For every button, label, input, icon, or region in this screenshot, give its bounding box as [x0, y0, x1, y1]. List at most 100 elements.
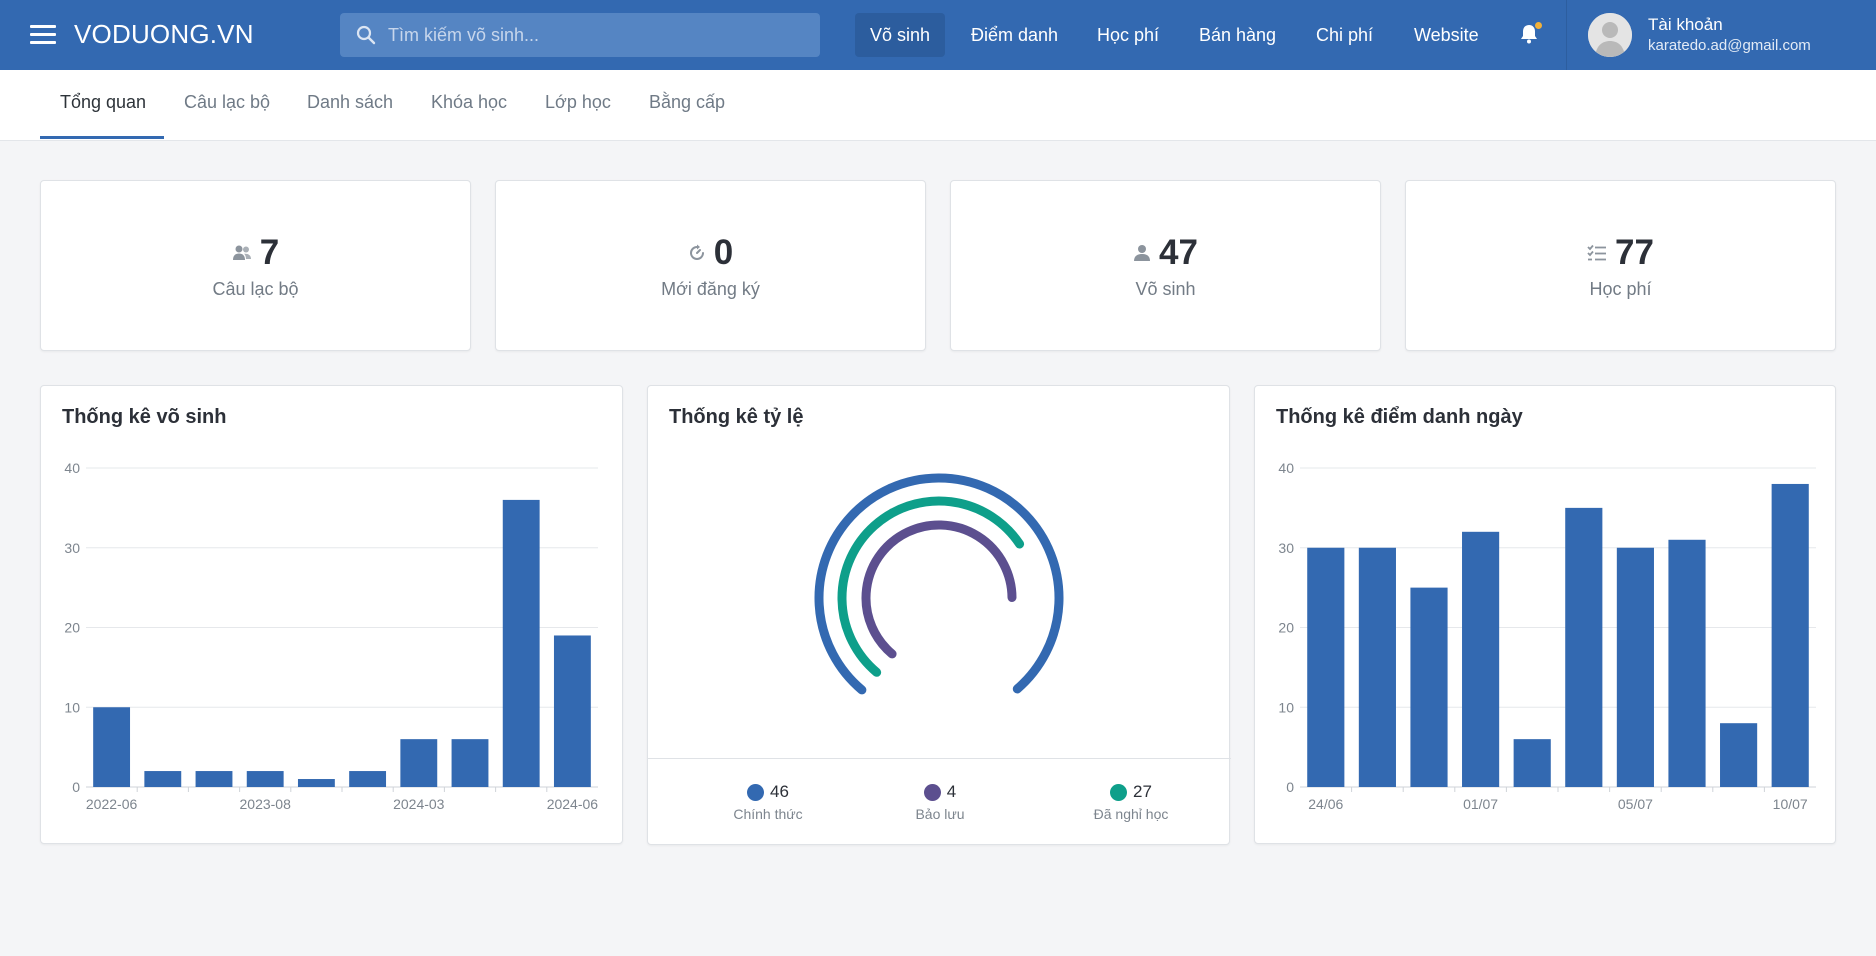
x-tick-label: 05/07 — [1618, 796, 1653, 812]
top-navbar: VODUONG.VN Võ sinh Điểm danh Học phí Bán… — [0, 0, 1876, 70]
bar[interactable] — [1513, 739, 1551, 787]
y-tick-label: 0 — [1286, 779, 1294, 795]
bar[interactable] — [144, 771, 182, 787]
avatar[interactable] — [1588, 13, 1632, 57]
stat-value: 47 — [1159, 233, 1198, 272]
bar[interactable] — [1720, 723, 1758, 787]
bar[interactable] — [297, 779, 335, 787]
nav-item-chi-phi[interactable]: Chi phí — [1316, 25, 1374, 45]
stat-label: Võ sinh — [1135, 279, 1196, 299]
radial-bar[interactable] — [861, 520, 1017, 659]
legend-dot — [1110, 783, 1128, 801]
bar[interactable] — [1410, 587, 1448, 787]
nav-item-hoc-phi[interactable]: Học phí — [1097, 25, 1160, 45]
chart-title: Thống kê tỷ lệ — [669, 406, 804, 428]
stat-card-vo-sinh[interactable]: 47 Võ sinh — [950, 180, 1381, 351]
bar[interactable] — [553, 635, 591, 787]
y-tick-label: 10 — [1278, 699, 1294, 715]
legend-item-da-nghi-hoc[interactable]: 27 Đã nghỉ học — [1051, 782, 1211, 822]
x-tick-label: 2024-03 — [393, 796, 445, 812]
active-tab-indicator — [40, 136, 164, 139]
radial-bar[interactable] — [814, 473, 1064, 695]
y-tick-label: 20 — [1278, 620, 1294, 636]
tab-khoa-hoc[interactable]: Khóa học — [431, 92, 508, 112]
tab-danh-sach[interactable]: Danh sách — [307, 92, 394, 112]
legend-label: Chính thức — [733, 806, 803, 822]
stat-card-moi-dang-ky[interactable]: 0 Mới đăng ký — [495, 180, 926, 351]
bar[interactable] — [349, 771, 387, 787]
sub-tabs: Tổng quan Câu lạc bộ Danh sách Khóa học … — [0, 70, 1876, 141]
chart-card-thong-ke-vo-sinh: Thống kê võ sinh 0 10 20 30 40 2022-06 2023-08… — [40, 385, 623, 844]
legend-item-chinh-thuc[interactable]: 46 Chính thức — [698, 782, 838, 822]
nav-item-diem-danh[interactable]: Điểm danh — [971, 25, 1059, 45]
legend-label: Bảo lưu — [915, 806, 965, 822]
notification-badge — [1535, 22, 1542, 29]
tab-lop-hoc[interactable]: Lớp học — [545, 92, 611, 112]
y-tick-label: 20 — [64, 620, 80, 636]
legend-dot — [923, 783, 941, 801]
search-input[interactable] — [388, 13, 808, 57]
stat-card-hoc-phi[interactable]: 77 Học phí — [1405, 180, 1836, 351]
tab-bang-cap[interactable]: Bằng cấp — [649, 92, 726, 112]
tab-cau-lac-bo[interactable]: Câu lạc bộ — [184, 92, 271, 112]
stat-label: Câu lạc bộ — [212, 279, 299, 299]
bar[interactable] — [93, 707, 131, 787]
bar[interactable] — [1668, 539, 1706, 787]
search-box[interactable] — [340, 13, 820, 57]
nav-item-ban-hang[interactable]: Bán hàng — [1199, 25, 1277, 45]
legend-value: 46 — [770, 782, 789, 801]
legend-value: 27 — [1133, 782, 1152, 801]
bar[interactable] — [246, 771, 284, 787]
refresh-icon — [689, 244, 704, 260]
account-email: karatedo.ad@gmail.com — [1648, 37, 1811, 54]
radial-bar-chart — [814, 473, 1064, 695]
stat-value: 77 — [1615, 233, 1654, 272]
y-tick-label: 30 — [64, 540, 80, 556]
search-icon — [356, 25, 376, 45]
users-icon — [232, 245, 251, 260]
nav-item-vo-sinh[interactable]: Võ sinh — [855, 13, 946, 57]
stat-value: 7 — [259, 233, 280, 272]
stat-card-cau-lac-bo[interactable]: 7 Câu lạc bộ — [40, 180, 471, 351]
tab-tong-quan[interactable]: Tổng quan — [60, 92, 147, 112]
radial-bar[interactable] — [837, 496, 1025, 677]
bar[interactable] — [1565, 507, 1603, 787]
bar[interactable] — [1771, 483, 1809, 787]
legend-item-bao-luu[interactable]: 4 Bảo lưu — [870, 782, 1010, 822]
account-name[interactable]: Tài khoản — [1648, 15, 1723, 34]
bar[interactable] — [400, 739, 438, 787]
bar[interactable] — [1307, 547, 1345, 787]
nav-item-website[interactable]: Website — [1414, 25, 1479, 45]
bar[interactable] — [1358, 547, 1396, 787]
x-tick-label: 10/07 — [1773, 796, 1808, 812]
legend-label: Đã nghỉ học — [1093, 806, 1169, 822]
bar[interactable] — [195, 771, 233, 787]
y-tick-label: 40 — [64, 460, 80, 476]
bar-chart-vo-sinh: 0 10 20 30 40 2022-06 2023-08 2024-03 2024-06 — [64, 460, 598, 812]
legend-value: 4 — [946, 782, 957, 801]
chart-card-thong-ke-diem-danh: Thống kê điểm danh ngày 0 10 20 30 40 24/06 01… — [1254, 385, 1836, 844]
stat-label: Mới đăng ký — [661, 279, 760, 299]
chart-title: Thống kê võ sinh — [62, 406, 227, 428]
y-tick-label: 10 — [64, 699, 80, 715]
legend-divider — [648, 758, 1231, 759]
y-tick-label: 30 — [1278, 540, 1294, 556]
bell-icon[interactable] — [1517, 22, 1541, 46]
bar[interactable] — [1616, 547, 1654, 787]
bar[interactable] — [1462, 531, 1500, 787]
list-check-icon — [1587, 244, 1607, 261]
bar[interactable] — [502, 499, 540, 787]
navbar-divider — [1566, 0, 1567, 70]
stat-label: Học phí — [1589, 279, 1652, 299]
x-tick-label: 24/06 — [1308, 796, 1343, 812]
chart-title: Thống kê điểm danh ngày — [1276, 406, 1523, 428]
y-tick-label: 40 — [1278, 460, 1294, 476]
stat-value: 0 — [713, 233, 734, 272]
menu-icon[interactable] — [30, 25, 56, 45]
x-tick-label: 01/07 — [1463, 796, 1498, 812]
x-tick-label: 2022-06 — [86, 796, 138, 812]
user-avatar-icon — [1588, 13, 1632, 57]
bar-chart-diem-danh: 0 10 20 30 40 24/06 01/07 05/07 10/07 — [1278, 460, 1816, 812]
bar[interactable] — [451, 739, 489, 787]
brand-logo[interactable]: VODUONG.VN — [74, 19, 254, 49]
